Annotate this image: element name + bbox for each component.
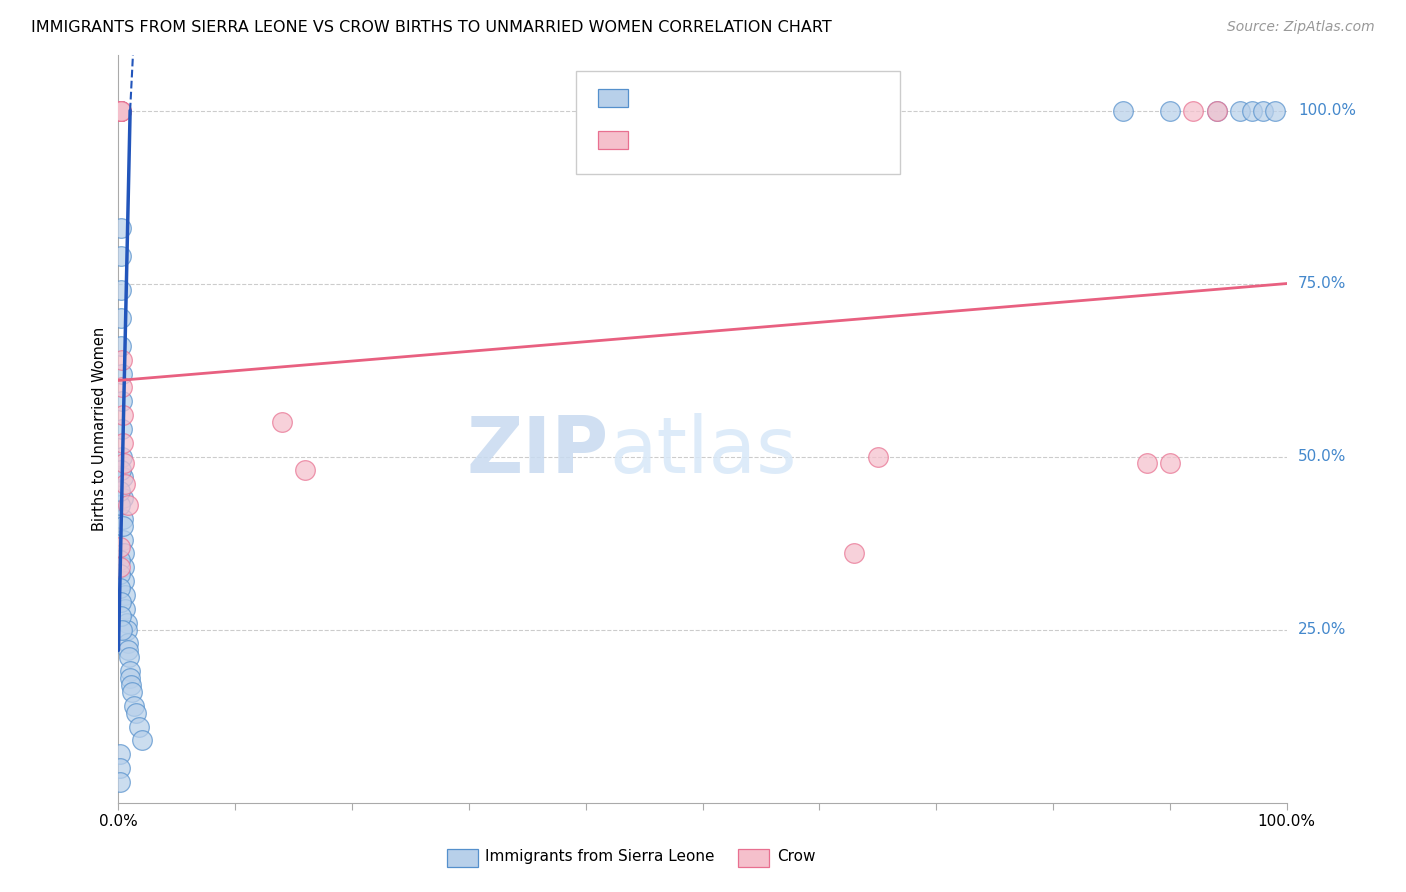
Point [1229, 103, 1251, 118]
Point [108, 103, 131, 118]
Point [111, 623, 134, 637]
Point [111, 380, 134, 394]
Point [128, 719, 150, 733]
Point [111, 367, 134, 381]
Point [1112, 103, 1135, 118]
Point [1240, 103, 1263, 118]
Point [112, 560, 135, 574]
Point [108, 484, 131, 499]
Point [110, 103, 132, 118]
Point [122, 698, 145, 713]
Point [110, 103, 132, 118]
Point [108, 581, 131, 595]
Point [115, 615, 138, 630]
Point [1253, 103, 1275, 118]
Point [112, 546, 135, 560]
Point [108, 103, 131, 118]
Text: Immigrants from Sierra Leone: Immigrants from Sierra Leone [485, 849, 714, 863]
Point [110, 339, 132, 353]
Point [108, 498, 131, 512]
Point [866, 450, 889, 464]
Point [108, 747, 131, 762]
Point [117, 643, 139, 657]
Text: Crow: Crow [778, 849, 815, 863]
Point [112, 435, 135, 450]
Point [112, 512, 135, 526]
Point [120, 678, 142, 692]
Point [108, 560, 131, 574]
Point [1159, 103, 1181, 118]
Text: Source: ZipAtlas.com: Source: ZipAtlas.com [1227, 20, 1375, 34]
Text: 75.0%: 75.0% [1298, 276, 1346, 291]
Point [117, 498, 139, 512]
Point [294, 463, 316, 477]
Point [111, 450, 134, 464]
Point [118, 650, 141, 665]
Text: R = 0.126   N = 22: R = 0.126 N = 22 [637, 131, 821, 149]
Point [110, 103, 132, 118]
Point [844, 546, 866, 560]
Point [115, 623, 138, 637]
Point [1264, 103, 1286, 118]
Point [108, 103, 131, 118]
Point [120, 664, 142, 678]
Point [108, 567, 131, 582]
Point [112, 574, 135, 589]
Point [110, 249, 132, 263]
Point [112, 470, 135, 484]
Text: atlas: atlas [609, 413, 797, 490]
Point [108, 103, 131, 118]
Point [121, 685, 143, 699]
Text: 0.0%: 0.0% [98, 814, 138, 829]
Point [108, 103, 131, 118]
Point [108, 103, 131, 118]
Point [108, 103, 131, 118]
Point [1159, 457, 1181, 471]
Point [112, 457, 135, 471]
Point [110, 595, 132, 609]
Point [111, 422, 134, 436]
Point [108, 761, 131, 775]
Point [1205, 103, 1227, 118]
Point [114, 477, 136, 491]
Point [110, 608, 132, 623]
Point [125, 706, 148, 720]
Point [271, 415, 294, 429]
Point [114, 602, 136, 616]
Point [112, 533, 135, 547]
Point [110, 311, 132, 326]
Point [117, 636, 139, 650]
Text: ZIP: ZIP [467, 413, 609, 490]
Text: 100.0%: 100.0% [1258, 814, 1316, 829]
Point [1135, 457, 1157, 471]
Point [112, 408, 135, 422]
Text: 50.0%: 50.0% [1298, 449, 1346, 464]
Text: 25.0%: 25.0% [1298, 622, 1346, 637]
Text: IMMIGRANTS FROM SIERRA LEONE VS CROW BIRTHS TO UNMARRIED WOMEN CORRELATION CHART: IMMIGRANTS FROM SIERRA LEONE VS CROW BIR… [31, 20, 832, 35]
Point [111, 352, 134, 367]
Point [111, 394, 134, 409]
Point [110, 221, 132, 235]
Point [108, 775, 131, 789]
Point [110, 284, 132, 298]
Point [108, 540, 131, 554]
Point [108, 553, 131, 567]
Text: 100.0%: 100.0% [1298, 103, 1355, 118]
Point [112, 491, 135, 505]
Point [114, 588, 136, 602]
Point [108, 103, 131, 118]
Point [120, 671, 142, 685]
Point [131, 733, 153, 747]
Point [1205, 103, 1227, 118]
Point [1182, 103, 1205, 118]
Point [110, 463, 132, 477]
Text: R = 0.407   N = 60: R = 0.407 N = 60 [637, 89, 821, 107]
Y-axis label: Births to Unmarried Women: Births to Unmarried Women [93, 326, 107, 531]
Point [112, 518, 135, 533]
